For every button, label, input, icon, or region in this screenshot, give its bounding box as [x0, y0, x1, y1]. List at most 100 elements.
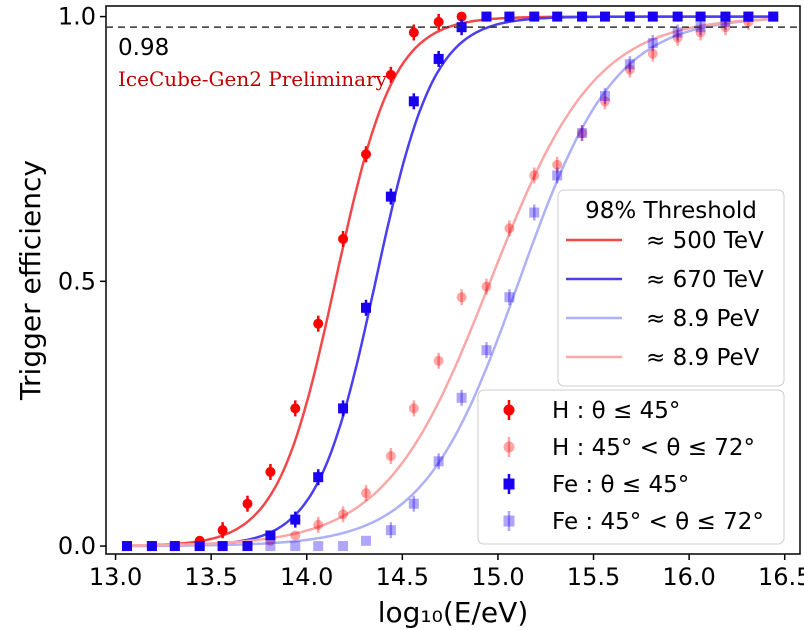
point-s1-10: [338, 233, 349, 244]
point-s4-18: [529, 207, 540, 218]
fit-legend-label-3: ≈ 8.9 PeV: [646, 306, 760, 332]
point-s1-11: [361, 149, 372, 160]
point-s4-26: [720, 16, 731, 27]
point-s2-17: [504, 223, 515, 234]
point-s3-22: [624, 11, 635, 22]
point-s3-9: [313, 472, 324, 483]
point-s4-14: [433, 456, 444, 467]
point-s3-20: [577, 11, 588, 22]
point-s3-3: [169, 541, 180, 552]
point-s4-22: [624, 59, 635, 70]
point-s1-15: [456, 11, 467, 22]
point-s4-4: [194, 541, 205, 552]
point-s3-24: [672, 11, 683, 22]
fit-legend: 98% Threshold ≈ 500 TeV ≈ 670 TeV ≈ 8.9 Pe…: [557, 189, 785, 387]
x-tick-label-2: 13.5: [184, 563, 237, 591]
x-tick-label-5: 15.0: [471, 563, 524, 591]
point-s2-8: [290, 530, 301, 541]
y-tick-label-2: 0.5: [58, 267, 96, 295]
point-s2-22: [624, 64, 635, 75]
x-tick-label-1: 13.0: [89, 563, 142, 591]
plot-frame: [105, 5, 801, 555]
point-s4-8: [290, 541, 301, 552]
x-tick-label-7: 16.0: [662, 563, 715, 591]
y-tick-label-3: 1.0: [58, 3, 96, 31]
fit-legend-label-1: ≈ 500 TeV: [646, 228, 764, 254]
series-legend-label-3: Fe : θ ≤ 45°: [552, 472, 689, 498]
point-s2-15: [456, 292, 467, 303]
point-s2-25: [695, 27, 706, 38]
point-s3-21: [599, 11, 610, 22]
point-s2-19: [552, 159, 563, 170]
point-s1-12: [385, 69, 396, 80]
point-s2-16: [481, 281, 492, 292]
point-s3-14: [433, 53, 444, 64]
series-legend-marker-3: [503, 478, 515, 490]
series-legend-label-4: Fe : 45° < θ ≤ 72°: [552, 509, 764, 535]
point-s1-13: [408, 27, 419, 38]
point-s4-3: [169, 541, 180, 552]
point-s4-27: [743, 11, 754, 22]
point-s1-6: [242, 498, 253, 509]
point-s3-5: [217, 541, 228, 552]
point-s3-11: [361, 302, 372, 313]
point-s2-10: [338, 509, 349, 520]
series-legend-label-1: H : θ ≤ 45°: [552, 398, 680, 424]
point-s4-23: [647, 38, 658, 49]
point-s1-14: [433, 16, 444, 27]
x-tick-label-8: 16.5: [758, 563, 804, 591]
x-tick-label-6: 15.5: [567, 563, 620, 591]
point-s4-15: [456, 392, 467, 403]
point-s2-12: [385, 451, 396, 462]
y-axis-label: Trigger efficiency: [14, 160, 47, 401]
point-s3-12: [385, 191, 396, 202]
point-s4-10: [338, 541, 349, 552]
point-s3-18: [529, 11, 540, 22]
series-legend-marker-2: [503, 441, 515, 453]
point-s3-17: [504, 11, 515, 22]
x-tick-label-4: 14.5: [376, 563, 429, 591]
point-s2-20: [577, 128, 588, 139]
point-s1-7: [265, 466, 276, 477]
point-s4-9: [313, 541, 324, 552]
point-s4-19: [552, 170, 563, 181]
point-s2-23: [647, 48, 658, 59]
fit-curves: [126, 15, 774, 548]
point-s3-8: [290, 514, 301, 525]
point-s4-6: [242, 541, 253, 552]
point-s3-26: [720, 11, 731, 22]
fit-curve-3: [127, 17, 774, 548]
point-s3-13: [408, 96, 419, 107]
x-axis-label: log₁₀(E/eV): [378, 596, 529, 629]
fit-legend-label-4: ≈ 8.9 PeV: [646, 345, 760, 371]
point-s2-13: [408, 403, 419, 414]
point-s3-7: [265, 530, 276, 541]
threshold-line-group: 0.98: [106, 26, 800, 61]
chart-annotation: IceCube-Gen2 Preliminary: [118, 67, 388, 91]
fit-legend-label-2: ≈ 670 TeV: [646, 267, 764, 293]
point-s1-5: [217, 525, 228, 536]
point-s4-13: [408, 498, 419, 509]
point-s3-28: [768, 11, 779, 22]
series-legend: H : θ ≤ 45° H : 45° < θ ≤ 72° Fe : θ ≤ 45°…: [477, 389, 785, 545]
point-s4-7: [265, 541, 276, 552]
point-s3-2: [146, 541, 157, 552]
point-s4-5: [217, 541, 228, 552]
axis-ticks: 13.0 13.5 14.0 14.5 15.0 15.5 16.0 16.5 0.0 0.5 1.…: [58, 3, 804, 591]
fit-curve-4: [127, 17, 774, 547]
series-legend-box: [477, 389, 785, 545]
point-s4-21: [599, 91, 610, 102]
point-s3-19: [552, 11, 563, 22]
point-s2-26: [720, 22, 731, 33]
point-s2-18: [529, 170, 540, 181]
point-s4-16: [481, 345, 492, 356]
point-s2-21: [599, 96, 610, 107]
point-s2-9: [313, 519, 324, 530]
point-s3-16: [481, 11, 492, 22]
point-s3-6: [242, 541, 253, 552]
point-s2-11: [361, 488, 372, 499]
point-s2-24: [672, 32, 683, 43]
point-s4-28: [768, 11, 779, 22]
point-s4-1: [122, 541, 133, 552]
point-s4-20: [577, 128, 588, 139]
